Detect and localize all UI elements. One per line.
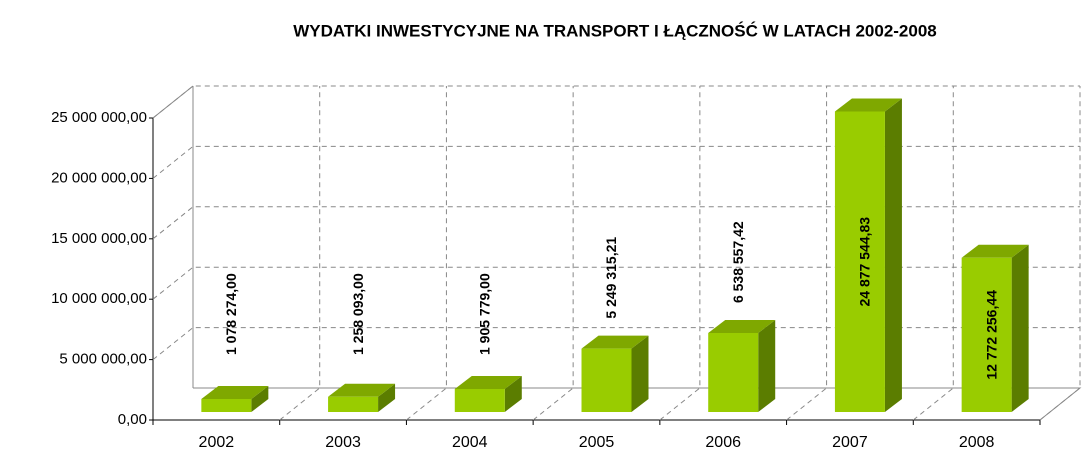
left-wall-edge <box>152 85 194 119</box>
bar <box>961 244 1029 412</box>
y-tick-label: 0,00 <box>118 411 147 428</box>
x-tick-label: 2004 <box>452 434 488 451</box>
grid-line <box>152 327 1080 360</box>
data-label: 5 249 315,21 <box>603 237 619 319</box>
bar-side <box>251 385 269 412</box>
x-tick-label: 2005 <box>579 434 615 451</box>
x-tick-label: 2006 <box>705 434 741 451</box>
data-label: 24 877 544,83 <box>857 217 873 307</box>
bar <box>454 375 522 412</box>
chart-title: WYDATKI INWESTYCYJNE NA TRANSPORT I ŁĄCZ… <box>293 21 937 40</box>
y-tick-label: 5 000 000,00 <box>59 351 147 368</box>
y-tick-label: 10 000 000,00 <box>51 290 147 307</box>
bar-side <box>631 335 649 412</box>
bar-side <box>504 375 522 412</box>
bar-top <box>834 98 902 112</box>
grid-line <box>659 86 701 421</box>
grid-line <box>279 86 321 421</box>
bar-front <box>834 111 885 413</box>
data-label: 1 905 779,00 <box>476 273 492 355</box>
data-label: 1 258 093,00 <box>350 273 366 355</box>
bar-top <box>961 244 1029 258</box>
grid-line <box>1039 86 1081 421</box>
grid-line <box>152 145 1080 179</box>
bar-front <box>454 388 505 412</box>
grid-line <box>152 206 1080 240</box>
grid-line <box>152 266 1080 300</box>
bar <box>201 385 269 412</box>
x-tick-label: 2002 <box>199 434 235 451</box>
grid-line <box>406 86 447 421</box>
bar-top <box>201 385 269 399</box>
data-label: 6 538 557,42 <box>730 221 746 303</box>
bar-side <box>758 320 776 412</box>
bar-top <box>581 335 649 349</box>
bar-top <box>454 375 522 389</box>
bar <box>834 98 902 413</box>
grid-line <box>786 86 828 421</box>
x-tick-label: 2008 <box>959 434 995 451</box>
grid-line <box>152 85 1080 119</box>
bar-side <box>884 98 902 413</box>
bar-side <box>1011 244 1029 412</box>
bar-side <box>378 383 396 412</box>
grid-line <box>532 86 574 421</box>
bar-top <box>328 383 396 397</box>
x-tick-label: 2003 <box>325 434 361 451</box>
bar-front <box>581 348 632 412</box>
data-label: 1 078 274,00 <box>223 273 239 355</box>
bar-front <box>961 257 1012 412</box>
bar <box>328 383 396 412</box>
x-tick-label: 2007 <box>832 434 868 451</box>
bar-front <box>328 396 379 412</box>
bar <box>581 335 649 412</box>
y-tick-label: 25 000 000,00 <box>51 109 147 126</box>
bar <box>708 320 776 412</box>
grid-line <box>912 86 954 421</box>
y-tick-label: 20 000 000,00 <box>51 169 147 186</box>
bar-front <box>201 398 252 412</box>
bar-top <box>708 320 776 334</box>
data-label: 12 772 256,44 <box>983 290 999 380</box>
bar-front <box>708 333 759 412</box>
y-tick-label: 15 000 000,00 <box>51 230 147 247</box>
